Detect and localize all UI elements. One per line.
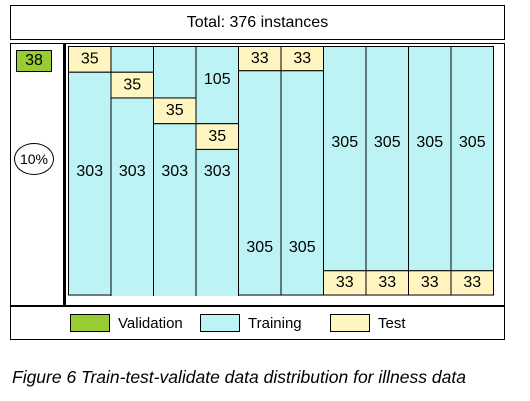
fold-4-training-top-label: 105 (204, 71, 231, 88)
fold-8-test (365, 270, 409, 296)
legend-label-training: Training (248, 314, 302, 332)
folds-chart: 35 303 35 303 35 303 105 35 303 33 305 33 305 305 33 30… (68, 46, 494, 296)
fold-4-training-bottom-label: 303 (204, 163, 231, 180)
fold-8-training-top-label: 305 (374, 134, 401, 151)
fold-5-training-bottom (238, 70, 282, 296)
fold-3-training-bottom-label: 303 (161, 163, 188, 180)
fold-8-test-label: 33 (378, 274, 396, 291)
fold-7-test (323, 270, 367, 296)
legend-item-validation: Validation (70, 313, 183, 333)
fold-5-test-label: 33 (251, 50, 269, 67)
fold-1-test-label: 35 (81, 51, 99, 68)
fold-7-test-label: 33 (336, 274, 354, 291)
fold-5-training-bottom-label: 305 (246, 239, 273, 256)
fold-3-training-top (153, 46, 197, 99)
fold-10-training-top-label: 305 (459, 134, 486, 151)
legend-label-validation: Validation (118, 314, 183, 332)
validation-percent-oval: 10% (14, 143, 54, 175)
fold-9-training-top (408, 46, 452, 272)
legend-item-test: Test (330, 313, 406, 333)
fold-4-training-bottom (195, 148, 239, 296)
legend-swatch-test (330, 314, 370, 332)
legend-label-test: Test (378, 314, 406, 332)
fold-10-test (450, 270, 494, 296)
fold-9-training-top-label: 305 (416, 134, 443, 151)
diagram-title: Total: 376 instances (186, 13, 329, 31)
fold-4-test-label: 35 (208, 128, 226, 145)
fold-7-training-top-label: 305 (331, 134, 358, 151)
figure-caption: Figure 6 Train-test-validate data distri… (12, 367, 466, 387)
legend-swatch-training (200, 314, 240, 332)
validation-divider (63, 44, 66, 306)
fold-6-training-bottom-label: 305 (289, 239, 316, 256)
fold-4-training-top (195, 46, 239, 125)
fold-2-test-label: 35 (123, 76, 141, 93)
fold-8-training-top (365, 46, 409, 272)
fold-1-training-bottom-label: 303 (76, 163, 103, 180)
fold-2-training-bottom (110, 97, 154, 296)
fold-3-test-label: 35 (166, 102, 184, 119)
fold-6-test-label: 33 (293, 50, 311, 67)
fold-2-training-bottom-label: 303 (119, 163, 146, 180)
fold-2-training-top (110, 46, 154, 73)
fold-9-test (408, 270, 452, 296)
fold-6-training-bottom (280, 70, 324, 296)
validation-count-box: 38 (16, 50, 52, 72)
fold-10-training-top (450, 46, 494, 272)
fold-3-training-bottom (153, 123, 197, 296)
legend-swatch-validation (70, 314, 110, 332)
fold-7-training-top (323, 46, 367, 272)
fold-1-training-bottom (68, 71, 112, 296)
legend-item-training: Training (200, 313, 302, 333)
fold-9-test-label: 33 (421, 274, 439, 291)
title-box (10, 5, 505, 40)
fold-10-test-label: 33 (463, 274, 481, 291)
